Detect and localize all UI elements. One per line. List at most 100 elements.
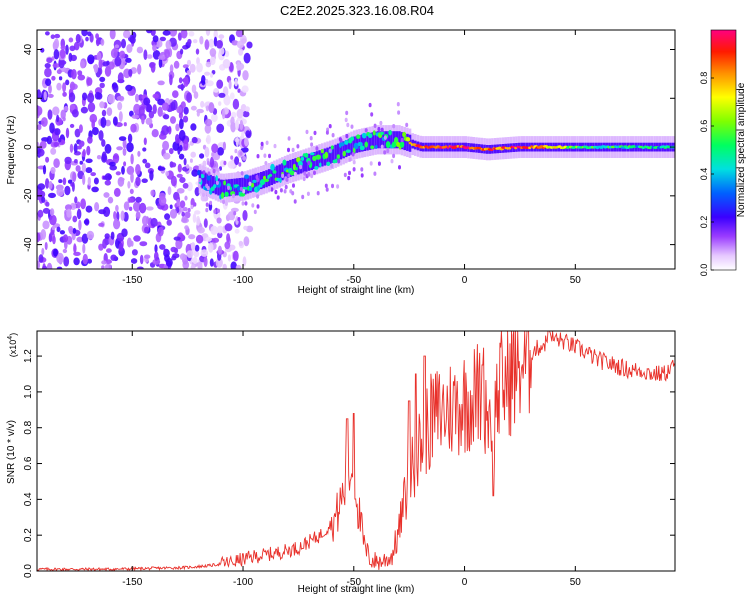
noise-speckle — [68, 52, 73, 62]
ridge-scatter — [255, 174, 259, 180]
noise-speckle — [178, 129, 186, 141]
ridge-scatter — [343, 172, 347, 178]
ridge-scatter — [360, 173, 364, 178]
noise-speckle — [196, 62, 203, 73]
noise-speckle — [129, 36, 136, 44]
noise-speckle — [123, 161, 127, 167]
noise-speckle — [60, 45, 66, 51]
noise-speckle — [102, 238, 107, 249]
noise-speckle — [208, 102, 215, 114]
ridge-band — [246, 176, 250, 194]
noise-speckle — [216, 40, 223, 49]
noise-speckle — [190, 242, 196, 251]
y-tick-label: 1.2 — [23, 349, 34, 363]
ridge-scatter — [392, 153, 396, 159]
noise-speckle — [86, 230, 95, 240]
noise-speckle — [126, 44, 133, 53]
noise-speckle — [179, 177, 186, 183]
ridge-band — [334, 144, 337, 162]
noise-speckle — [235, 119, 239, 131]
noise-speckle — [229, 92, 235, 100]
noise-speckle — [87, 176, 92, 186]
ridge-core — [380, 131, 384, 136]
ridge-core — [402, 131, 407, 138]
noise-speckle — [142, 147, 147, 152]
noise-speckle — [113, 211, 117, 220]
noise-speckle — [86, 145, 91, 156]
ridge-scatter — [364, 128, 368, 133]
noise-speckle — [193, 250, 200, 258]
ridge-band — [406, 133, 409, 151]
colorbar-tick-label: 0.4 — [699, 168, 709, 181]
noise-speckle — [126, 142, 134, 153]
ridge-scatter — [239, 186, 243, 192]
noise-speckle — [107, 196, 114, 204]
y-tick-label: 0.6 — [23, 456, 34, 470]
noise-speckle — [53, 38, 60, 49]
noise-speckle — [176, 106, 183, 114]
noise-speckle — [163, 114, 170, 120]
noise-speckle — [186, 59, 192, 67]
noise-speckle — [222, 263, 227, 269]
noise-speckle — [56, 69, 62, 75]
ridge-band — [212, 176, 215, 194]
noise-speckle — [205, 237, 213, 242]
noise-speckle — [56, 114, 60, 123]
noise-speckle — [205, 61, 212, 68]
noise-speckle — [165, 171, 170, 177]
noise-speckle — [139, 202, 147, 214]
noise-speckle — [190, 123, 197, 131]
noise-speckle — [77, 74, 86, 81]
noise-speckle — [123, 122, 127, 127]
noise-speckle — [116, 211, 120, 222]
ridge-scatter — [209, 200, 213, 206]
noise-speckle — [64, 185, 71, 196]
noise-speckle — [102, 206, 111, 217]
noise-speckle — [82, 243, 86, 254]
noise-speckle — [74, 128, 81, 138]
ridge-scatter — [377, 161, 381, 166]
ridge-scatter — [264, 161, 268, 166]
noise-speckle — [194, 187, 200, 197]
noise-speckle — [76, 201, 81, 209]
ridge-scatter — [325, 187, 329, 192]
noise-speckle — [121, 38, 126, 49]
noise-speckle — [236, 108, 244, 119]
y-tick-label: 40 — [23, 44, 34, 56]
noise-speckle — [51, 225, 56, 231]
noise-speckle — [227, 160, 236, 169]
ridge-core — [259, 179, 266, 186]
noise-speckle — [122, 138, 127, 149]
noise-speckle — [75, 33, 81, 44]
ridge-scatter — [336, 184, 340, 189]
ridge-band — [331, 145, 335, 163]
noise-speckle — [157, 80, 165, 86]
noise-speckle — [204, 118, 213, 127]
noise-speckle — [128, 198, 134, 203]
noise-speckle — [230, 261, 237, 269]
noise-speckle — [163, 248, 168, 254]
noise-speckle — [148, 110, 155, 119]
noise-speckle — [191, 169, 199, 177]
ridge-core — [221, 192, 225, 199]
noise-speckle — [114, 56, 122, 67]
noise-speckle — [170, 175, 177, 187]
noise-speckle — [176, 188, 185, 194]
ridge-core — [374, 145, 378, 149]
noise-speckle — [177, 163, 182, 173]
noise-speckle — [91, 186, 99, 193]
ridge-band — [230, 178, 234, 196]
noise-speckle — [150, 189, 155, 197]
ridge-scatter — [287, 136, 291, 141]
noise-speckle — [95, 38, 100, 47]
noise-speckle — [127, 181, 131, 189]
noise-speckle — [135, 93, 139, 103]
noise-speckle — [135, 211, 141, 220]
noise-speckle — [125, 57, 132, 63]
ridge-scatter — [368, 102, 372, 108]
noise-speckle — [244, 137, 249, 147]
noise-speckle — [226, 233, 231, 243]
y-tick-label: 0.4 — [23, 492, 34, 506]
ridge-scatter — [310, 142, 314, 147]
ridge-core — [340, 142, 345, 147]
